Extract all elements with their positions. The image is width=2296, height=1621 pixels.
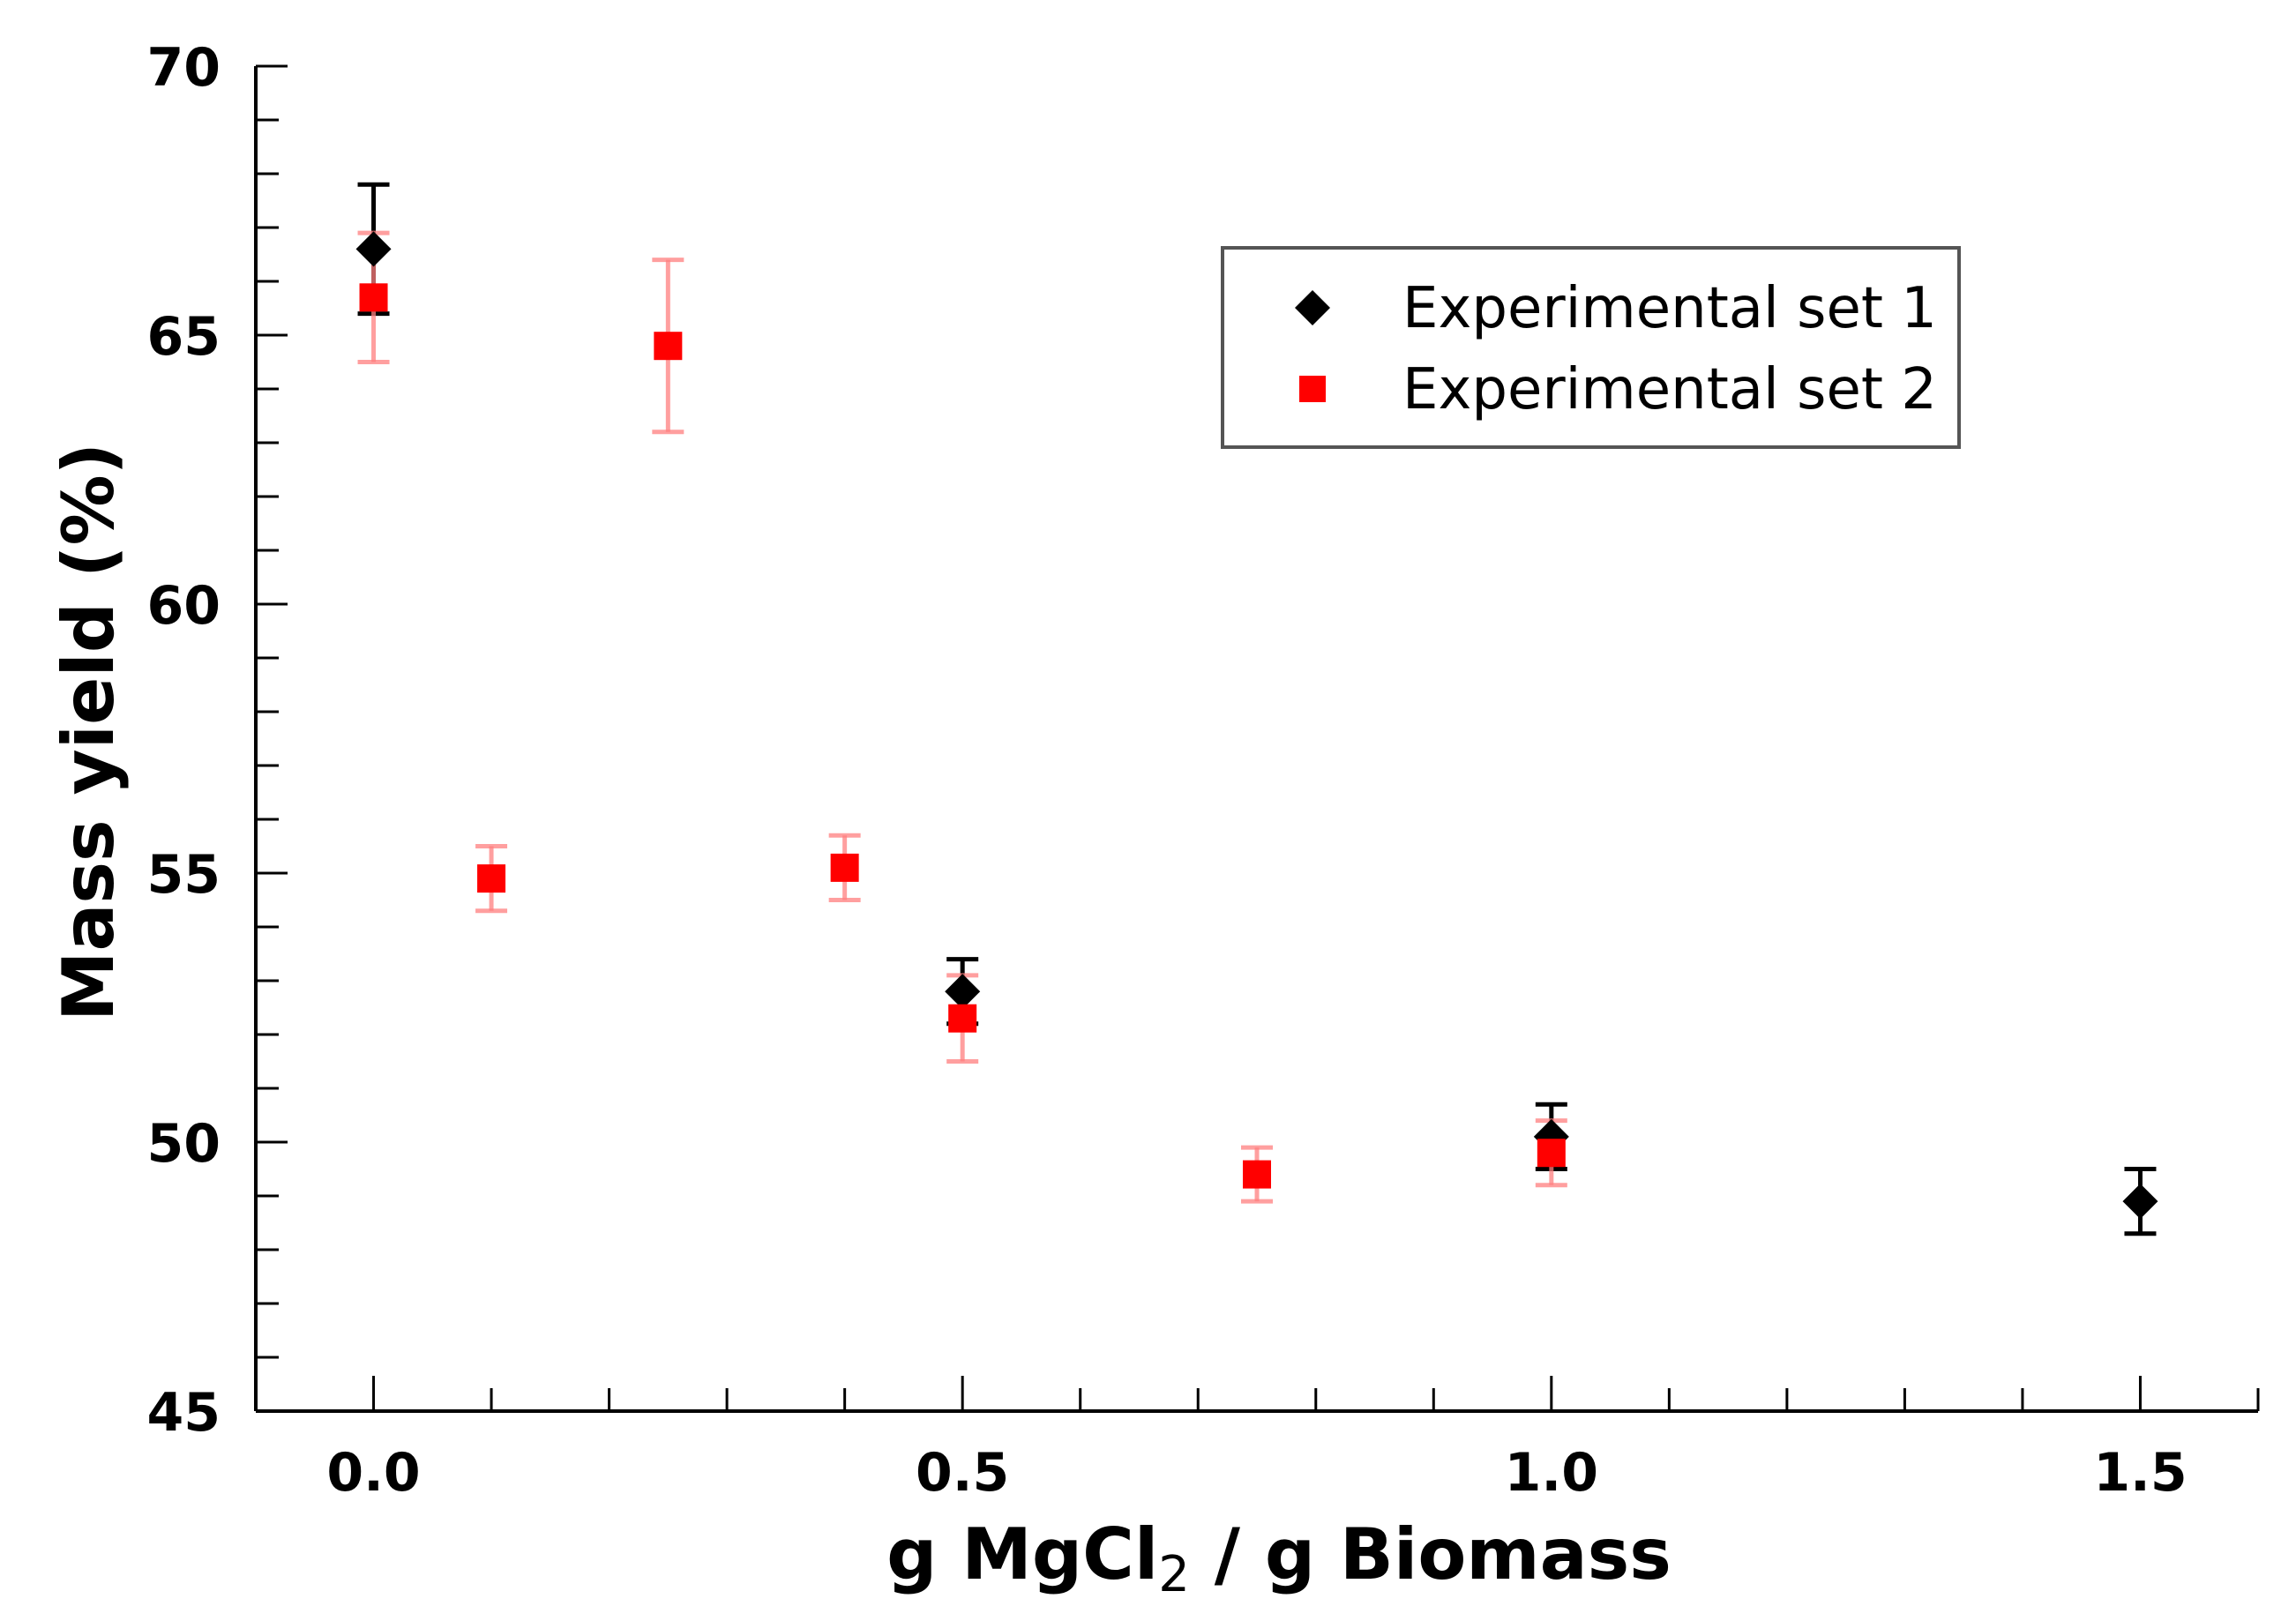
square-marker bbox=[477, 864, 506, 893]
axis-labels: Mass yield (%) g MgCl2 / g Biomass bbox=[48, 443, 1672, 1603]
data-markers bbox=[355, 231, 2158, 1220]
square-marker bbox=[830, 853, 859, 882]
y-tick-label: 55 bbox=[147, 844, 221, 906]
y-axis-title: Mass yield (%) bbox=[48, 443, 130, 1021]
x-tick-label: 0.0 bbox=[326, 1442, 420, 1504]
x-axis-title-subscript: 2 bbox=[1158, 1546, 1190, 1603]
square-marker bbox=[1537, 1139, 1566, 1168]
diamond-marker bbox=[945, 974, 981, 1010]
x-tick-label: 0.5 bbox=[916, 1442, 1009, 1504]
legend-box bbox=[1221, 246, 1961, 449]
y-tick-label: 70 bbox=[147, 37, 221, 99]
y-tick-label: 45 bbox=[147, 1382, 221, 1444]
y-tick-label: 65 bbox=[147, 306, 221, 368]
x-tick-label: 1.0 bbox=[1505, 1442, 1598, 1504]
x-axis-title: g MgCl2 / g Biomass bbox=[886, 1513, 1672, 1603]
square-marker bbox=[359, 283, 388, 312]
legend-label: Experimental set 2 bbox=[1402, 357, 1937, 422]
diamond-marker bbox=[355, 231, 392, 267]
diamond-marker bbox=[2122, 1184, 2158, 1220]
y-tick-label: 60 bbox=[147, 575, 221, 637]
legend-square-marker bbox=[1299, 376, 1326, 402]
y-tick-label: 50 bbox=[147, 1113, 221, 1175]
legend-diamond-marker bbox=[1295, 290, 1330, 325]
square-marker bbox=[654, 332, 683, 361]
legend: Experimental set 1 Experimental set 2 bbox=[1221, 246, 1961, 449]
legend-label: Experimental set 1 bbox=[1402, 276, 1937, 341]
x-tick-label: 1.5 bbox=[2093, 1442, 2187, 1504]
x-axis-title-suffix: / g Biomass bbox=[1190, 1513, 1672, 1595]
x-axis-title-prefix: g MgCl bbox=[886, 1513, 1158, 1595]
axes: 45 50 55 60 65 70 0.0 0.5 1.0 1.5 bbox=[147, 37, 2260, 1504]
square-marker bbox=[948, 1004, 977, 1033]
square-marker bbox=[1243, 1160, 1271, 1189]
